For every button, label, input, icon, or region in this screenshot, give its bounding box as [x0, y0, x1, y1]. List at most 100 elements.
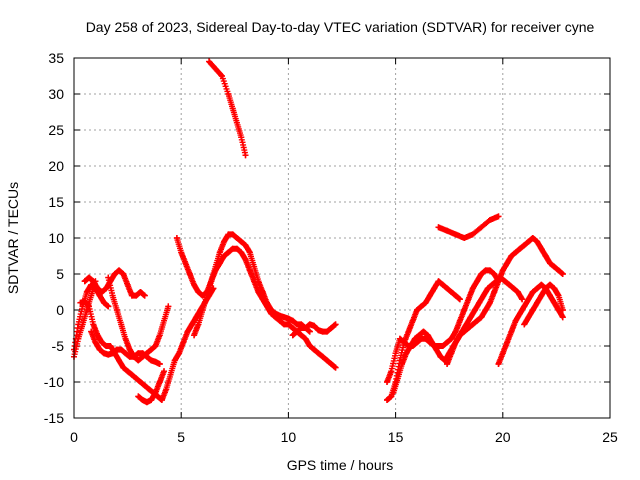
data-point: [96, 346, 103, 353]
data-point: [216, 249, 223, 256]
data-point: [122, 350, 129, 357]
data-point: [186, 271, 193, 277]
data-point: [328, 361, 335, 367]
data-point: [465, 296, 472, 303]
data-point: [405, 328, 412, 335]
data-point: [191, 281, 198, 288]
x-axis-label: GPS time / hours: [287, 457, 394, 473]
data-point: [551, 263, 558, 270]
data-point: [90, 278, 97, 285]
data-point: [90, 321, 97, 328]
data-point: [452, 339, 459, 346]
data-point: [311, 322, 318, 329]
data-point: [508, 328, 515, 335]
data-point: [289, 332, 296, 339]
data-point: [411, 335, 418, 342]
data-point: [156, 361, 163, 367]
data-point: [81, 278, 88, 285]
y-tick-label: 25: [48, 122, 64, 138]
data-point: [542, 253, 549, 259]
data-point: [495, 278, 502, 285]
data-point: [182, 260, 189, 267]
data-point: [495, 213, 502, 220]
data-point: [486, 299, 493, 306]
data-point: [152, 389, 159, 396]
data-point: [298, 332, 305, 339]
data-point: [272, 314, 279, 321]
data-point: [98, 339, 105, 346]
data-point: [113, 307, 120, 313]
data-point: [388, 393, 395, 400]
data-point: [456, 296, 463, 303]
data-point: [452, 328, 459, 335]
data-point: [116, 357, 123, 364]
data-point: [285, 315, 292, 322]
y-tick-label: 5: [56, 266, 64, 282]
series-track-07: [135, 368, 168, 406]
data-point: [525, 314, 532, 321]
x-tick-label: 25: [602, 429, 618, 445]
data-point: [546, 260, 553, 267]
data-point: [83, 289, 90, 295]
data-point: [135, 393, 142, 400]
series-track-04: [88, 328, 163, 367]
data-point: [551, 285, 558, 292]
data-point: [437, 353, 444, 360]
data-point: [534, 299, 541, 306]
data-point: [516, 310, 523, 317]
data-point: [499, 350, 506, 357]
series-track-09: [191, 245, 339, 371]
axis-ticks: 0 5 10 15 20 25 -15 -10 -5 0 5 10 15 20 25 30 35: [44, 50, 618, 445]
data-point: [218, 73, 225, 79]
data-point: [111, 271, 118, 277]
data-point: [394, 375, 401, 382]
data-point: [156, 332, 163, 339]
data-point: [512, 317, 519, 324]
data-point: [161, 368, 168, 375]
data-point: [238, 134, 245, 141]
data-point: [133, 375, 140, 382]
data-point: [246, 249, 253, 256]
data-point: [148, 357, 155, 364]
data-point: [323, 328, 330, 335]
data-point: [105, 351, 112, 358]
series-track-18: [521, 281, 566, 328]
data-point: [156, 379, 163, 385]
data-point: [501, 278, 508, 285]
data-point: [416, 332, 423, 339]
data-point: [538, 292, 545, 299]
data-point: [388, 368, 395, 375]
data-point: [439, 343, 446, 349]
data-point: [452, 231, 459, 238]
data-point: [306, 343, 313, 349]
data-point: [148, 397, 155, 403]
data-point: [519, 296, 526, 303]
data-point: [452, 292, 459, 299]
data-point: [120, 364, 127, 371]
data-point: [521, 303, 528, 310]
data-point: [529, 289, 536, 295]
data-point: [128, 371, 135, 378]
data-point: [525, 238, 532, 245]
data-point: [306, 328, 313, 335]
data-point: [403, 350, 410, 357]
data-point: [471, 307, 478, 313]
data-point: [529, 307, 536, 313]
data-point: [469, 231, 476, 238]
data-point: [392, 350, 399, 357]
data-point: [444, 339, 451, 346]
data-point: [315, 350, 322, 357]
data-point: [461, 307, 468, 313]
data-point: [444, 227, 451, 234]
data-point: [83, 307, 90, 313]
data-point: [401, 339, 408, 346]
data-point: [424, 332, 431, 339]
data-point: [195, 321, 202, 328]
data-point: [486, 267, 493, 274]
data-point: [208, 278, 215, 285]
data-point: [195, 289, 202, 295]
data-point: [193, 314, 200, 321]
data-point: [178, 249, 185, 256]
data-point: [559, 271, 566, 277]
data-point: [180, 339, 187, 346]
